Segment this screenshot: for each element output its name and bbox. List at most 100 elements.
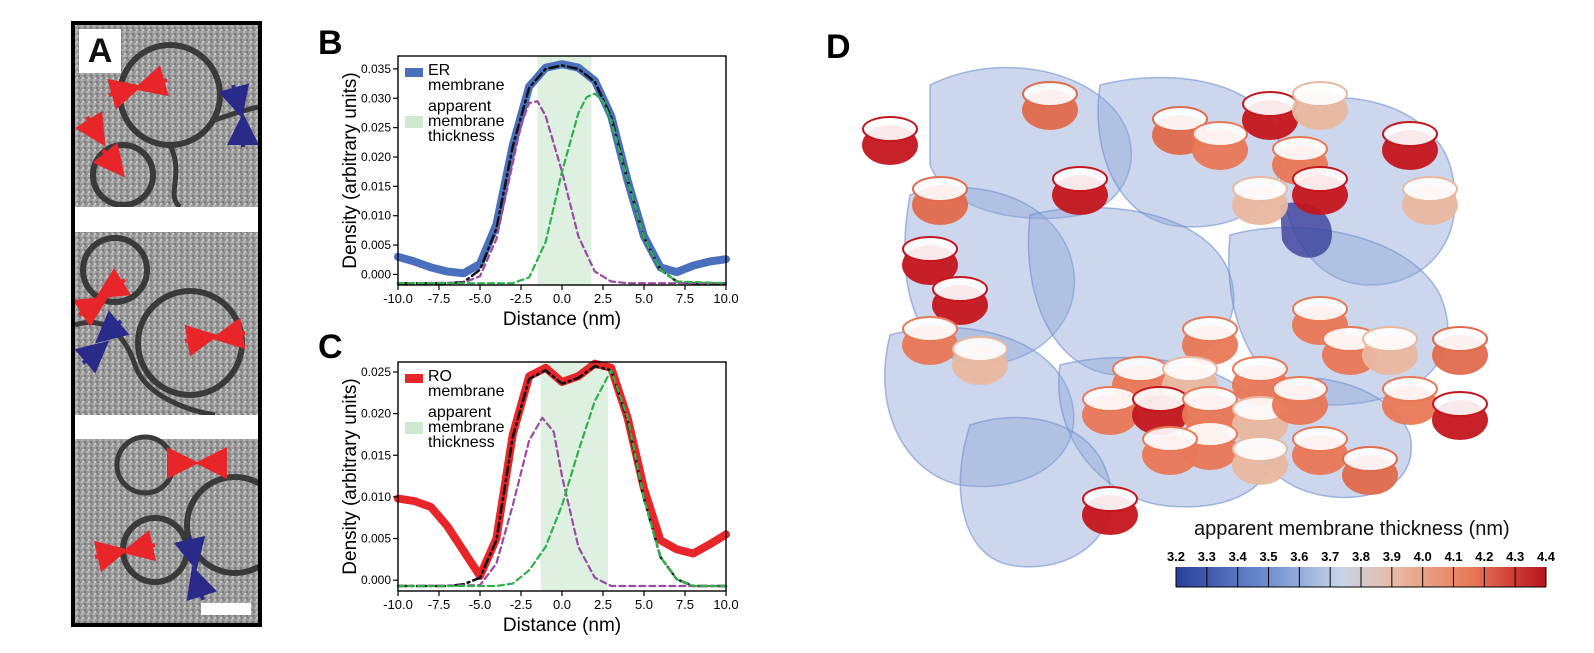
colorbar: 3.2 3.3 3.4 3.5 3.6 3.7 3.8 3.9 4.0 4.1 4.2 4.3 4.4 — [1167, 549, 1556, 588]
thickness-ring-opening — [1432, 326, 1488, 352]
x-tick-label: -5.0 — [469, 597, 491, 612]
legend-swatch-1-1 — [405, 422, 423, 434]
legend-label-1-0: RO membrane — [428, 368, 505, 400]
chart-b: -10.0 -7.5 -5.0 -2.5 0.0 2.5 5.0 7.5 10.0 0.000 0.… — [340, 55, 739, 330]
tomogram-slice-1 — [75, 25, 258, 209]
legend-swatch-1-0 — [405, 374, 423, 383]
y-axis-label: Density (arbitrary units) — [340, 378, 361, 574]
y-tick-label: 0.020 — [361, 407, 391, 421]
y-tick-label: 0.035 — [361, 62, 391, 76]
series-line-2 — [396, 100, 728, 285]
y-tick-label: 0.000 — [361, 267, 391, 281]
thickness-ring-opening — [1142, 426, 1198, 452]
legend-label-1-1: apparent membrane thickness — [428, 404, 505, 451]
y-tick-label: 0.020 — [361, 150, 391, 164]
panel-label-c: C — [318, 328, 343, 366]
thickness-ring-opening — [1082, 486, 1138, 512]
y-tick-label: 0.005 — [361, 238, 391, 252]
thickness-ring-opening — [1132, 386, 1188, 412]
tomogram-slice-3 — [75, 434, 258, 623]
thickness-ring-opening — [1112, 356, 1168, 382]
thickness-ring-opening — [1182, 316, 1238, 342]
x-tick-label: 10.0 — [713, 597, 738, 612]
series-line-3 — [396, 369, 728, 588]
x-tick-label: 2.5 — [594, 291, 612, 306]
membrane-surface — [884, 326, 1075, 488]
thickness-ring-opening — [1082, 386, 1138, 412]
thickness-ring-opening — [1232, 436, 1288, 462]
thickness-ring-opening — [902, 316, 958, 342]
x-tick-label: 7.5 — [676, 597, 694, 612]
y-axis-label: Density (arbitrary units) — [340, 72, 361, 268]
y-tick-label: 0.025 — [361, 365, 391, 379]
series-line-0 — [394, 359, 730, 580]
x-axis-label: Distance (nm) — [503, 615, 621, 636]
thickness-ring-opening — [952, 336, 1008, 362]
membrane-thickness-render — [862, 66, 1488, 568]
x-tick-label: -7.5 — [428, 597, 450, 612]
thickness-ring-opening — [1382, 121, 1438, 147]
colorbar-tick-label: 4.1 — [1444, 549, 1462, 564]
thickness-band — [537, 56, 592, 285]
thickness-ring-opening — [1342, 446, 1398, 472]
thickness-ring-opening — [1022, 81, 1078, 107]
thickness-ring-opening — [1152, 106, 1208, 132]
x-tick-label: -2.5 — [510, 597, 532, 612]
colorbar-tick-label: 4.3 — [1506, 549, 1524, 564]
thickness-ring-opening — [1192, 121, 1248, 147]
thickness-band — [540, 362, 608, 591]
series-line-1 — [396, 64, 728, 285]
thickness-ring-opening — [1292, 426, 1348, 452]
x-tick-label: -5.0 — [469, 291, 491, 306]
colorbar-tick-label: 3.7 — [1321, 549, 1339, 564]
thickness-ring-opening — [1432, 391, 1488, 417]
legend-label-0-1: apparent membrane thickness — [428, 98, 505, 145]
y-tick-label: 0.010 — [361, 209, 391, 223]
thickness-ring-opening — [1182, 386, 1238, 412]
membrane-surface — [1280, 202, 1332, 258]
panel-label-d: D — [826, 28, 851, 66]
thickness-ring-opening — [1272, 376, 1328, 402]
thickness-ring-opening — [932, 276, 988, 302]
y-tick-label: 0.015 — [361, 448, 391, 462]
x-tick-label: 0.0 — [553, 291, 571, 306]
thickness-ring-opening — [862, 116, 918, 142]
colorbar-tick-label: 3.9 — [1383, 549, 1401, 564]
x-tick-label: -2.5 — [510, 291, 532, 306]
tomogram-slices — [75, 25, 258, 623]
y-tick-label: 0.030 — [361, 91, 391, 105]
legend-swatch-0-1 — [405, 116, 423, 128]
panel-a-micrographs: A — [71, 21, 262, 627]
thickness-ring-opening — [1362, 326, 1418, 352]
thickness-ring-opening — [1292, 166, 1348, 192]
tomogram-slice-2 — [75, 232, 258, 418]
colorbar-tick-label: 4.0 — [1414, 549, 1432, 564]
thickness-ring-opening — [902, 236, 958, 262]
colorbar-tick-label: 3.4 — [1229, 549, 1248, 564]
panel-label-b: B — [318, 24, 343, 62]
y-tick-label: 0.005 — [361, 532, 391, 546]
colorbar-tick-label: 4.4 — [1537, 549, 1556, 564]
scale-bar — [201, 603, 251, 615]
y-tick-label: 0.000 — [361, 573, 391, 587]
legend-swatch-0-0 — [405, 68, 423, 77]
colorbar-tick-label: 3.6 — [1290, 549, 1308, 564]
thickness-ring-opening — [1232, 176, 1288, 202]
y-tick-label: 0.015 — [361, 179, 391, 193]
y-tick-label: 0.025 — [361, 121, 391, 135]
thickness-ring-opening — [1272, 136, 1328, 162]
x-tick-label: 10.0 — [713, 291, 738, 306]
thickness-ring-opening — [1052, 166, 1108, 192]
x-tick-label: -10.0 — [383, 597, 413, 612]
colorbar-tick-label: 3.8 — [1352, 549, 1370, 564]
chart-c: -10.0 -7.5 -5.0 -2.5 0.0 2.5 5.0 7.5 10.0 0.000 0.… — [340, 359, 739, 636]
colorbar-tick-label: 3.5 — [1259, 549, 1277, 564]
thickness-ring-opening — [1242, 91, 1298, 117]
x-axis-label: Distance (nm) — [503, 309, 621, 330]
x-tick-label: 5.0 — [635, 597, 653, 612]
thickness-ring-opening — [912, 176, 968, 202]
x-tick-label: 2.5 — [594, 597, 612, 612]
thickness-ring-opening — [1232, 356, 1288, 382]
thickness-ring-opening — [1292, 296, 1348, 322]
x-tick-label: 0.0 — [553, 597, 571, 612]
